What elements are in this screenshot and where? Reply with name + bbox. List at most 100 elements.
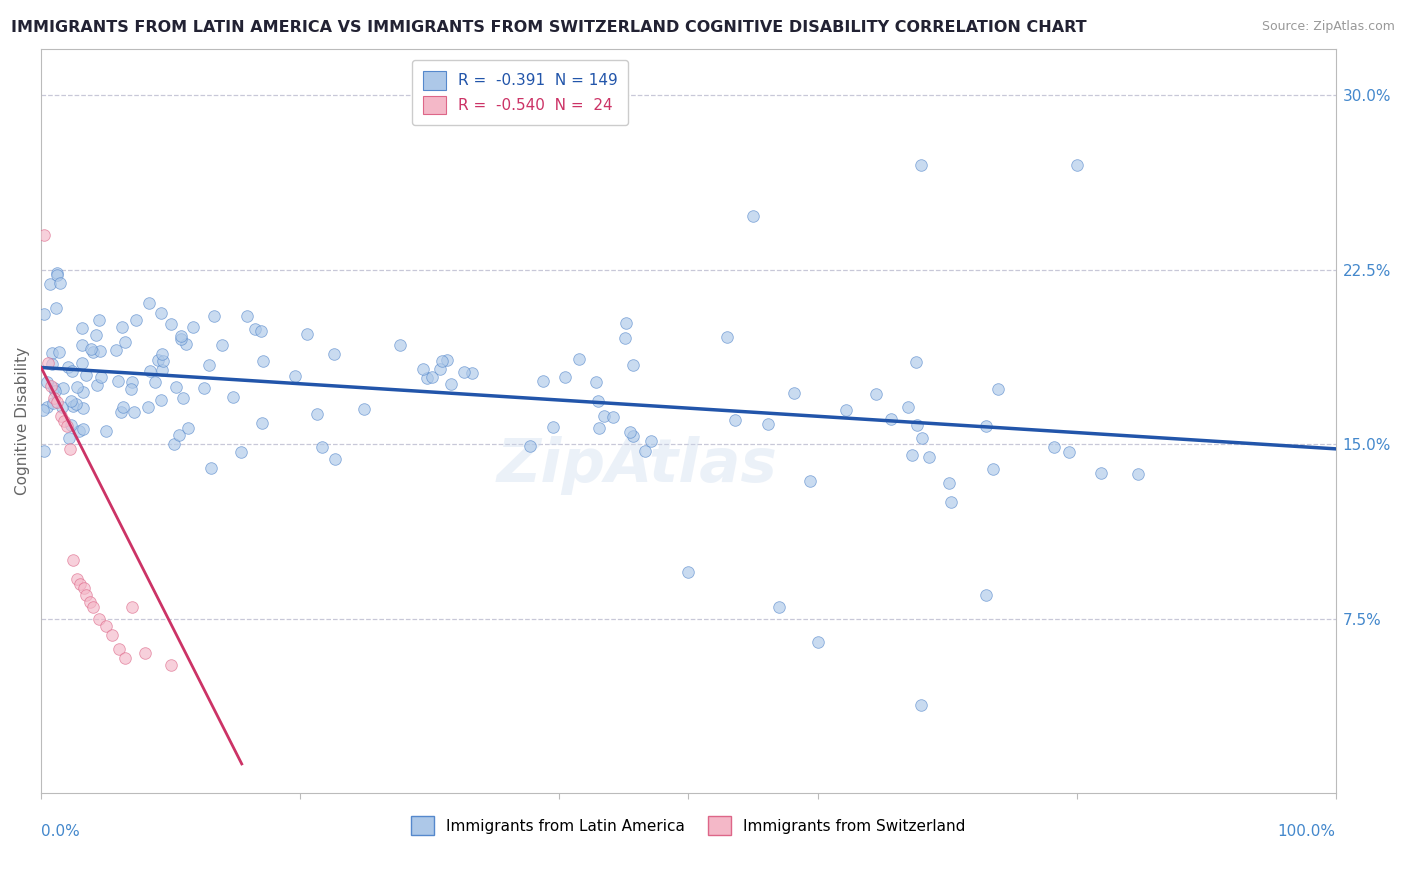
Point — [42, 391, 65, 405]
Point — [758, 417, 780, 431]
Point — [250, 324, 273, 338]
Point — [72, 385, 94, 400]
Point — [198, 358, 221, 372]
Text: ZipAtlas: ZipAtlas — [496, 436, 778, 495]
Point — [1126, 467, 1149, 481]
Point — [981, 461, 1004, 475]
Point — [1090, 467, 1112, 481]
Point — [32, 403, 55, 417]
Point — [897, 401, 920, 415]
Point — [623, 358, 645, 372]
Point — [41, 357, 63, 371]
Point — [62, 399, 84, 413]
Point — [49, 409, 72, 424]
Point — [89, 312, 111, 326]
Point — [45, 395, 67, 409]
Point — [172, 391, 194, 405]
Point — [51, 401, 73, 415]
Point — [35, 400, 58, 414]
Point — [974, 588, 997, 602]
Point — [150, 363, 173, 377]
Point — [170, 328, 193, 343]
Point — [101, 628, 124, 642]
Point — [134, 647, 156, 661]
Point — [193, 381, 215, 395]
Point — [640, 434, 662, 449]
Point — [44, 381, 66, 395]
Point — [1042, 440, 1064, 454]
Point — [938, 475, 960, 490]
Point — [440, 376, 463, 391]
Point — [45, 268, 67, 282]
Point — [939, 495, 962, 509]
Point — [904, 355, 927, 369]
Point — [602, 410, 624, 425]
Point — [42, 395, 65, 409]
Point — [150, 393, 173, 408]
Point — [44, 384, 66, 398]
Point — [159, 658, 181, 673]
Point — [75, 588, 97, 602]
Point — [880, 412, 903, 426]
Point — [170, 332, 193, 346]
Point — [35, 376, 58, 390]
Point — [568, 352, 591, 367]
Text: 100.0%: 100.0% — [1278, 824, 1336, 839]
Point — [167, 428, 190, 442]
Point — [82, 345, 104, 359]
Point — [678, 565, 700, 579]
Point — [723, 413, 745, 427]
Point — [588, 421, 610, 435]
Point — [430, 353, 453, 368]
Point — [112, 400, 135, 414]
Point — [165, 380, 187, 394]
Point — [252, 354, 274, 368]
Point — [910, 698, 932, 712]
Point — [58, 442, 80, 456]
Point — [160, 317, 183, 331]
Point — [34, 443, 56, 458]
Point — [114, 651, 136, 665]
Point — [86, 378, 108, 392]
Point — [138, 295, 160, 310]
Point — [72, 422, 94, 436]
Point — [38, 277, 60, 291]
Point — [70, 356, 93, 370]
Point — [52, 381, 75, 395]
Point — [114, 335, 136, 350]
Point — [918, 450, 941, 464]
Point — [59, 417, 82, 432]
Point — [111, 320, 134, 334]
Point — [835, 403, 858, 417]
Point — [323, 451, 346, 466]
Point — [177, 421, 200, 435]
Point — [80, 343, 103, 357]
Point — [67, 424, 90, 438]
Point — [311, 440, 333, 454]
Point — [143, 375, 166, 389]
Point — [634, 444, 657, 458]
Point — [45, 266, 67, 280]
Point — [45, 301, 67, 315]
Point — [149, 306, 172, 320]
Text: IMMIGRANTS FROM LATIN AMERICA VS IMMIGRANTS FROM SWITZERLAND COGNITIVE DISABILIT: IMMIGRANTS FROM LATIN AMERICA VS IMMIGRA… — [11, 20, 1087, 35]
Point — [121, 599, 143, 614]
Y-axis label: Cognitive Disability: Cognitive Disability — [15, 347, 30, 495]
Point — [211, 338, 233, 352]
Point — [353, 402, 375, 417]
Point — [89, 344, 111, 359]
Point — [32, 227, 55, 242]
Point — [53, 414, 76, 428]
Point — [120, 382, 142, 396]
Point — [66, 380, 89, 394]
Point — [519, 439, 541, 453]
Point — [41, 379, 63, 393]
Point — [222, 390, 245, 404]
Point — [716, 330, 738, 344]
Point — [1057, 445, 1080, 459]
Point — [56, 418, 79, 433]
Point — [614, 317, 637, 331]
Point — [82, 599, 104, 614]
Point — [1066, 158, 1088, 172]
Point — [62, 553, 84, 567]
